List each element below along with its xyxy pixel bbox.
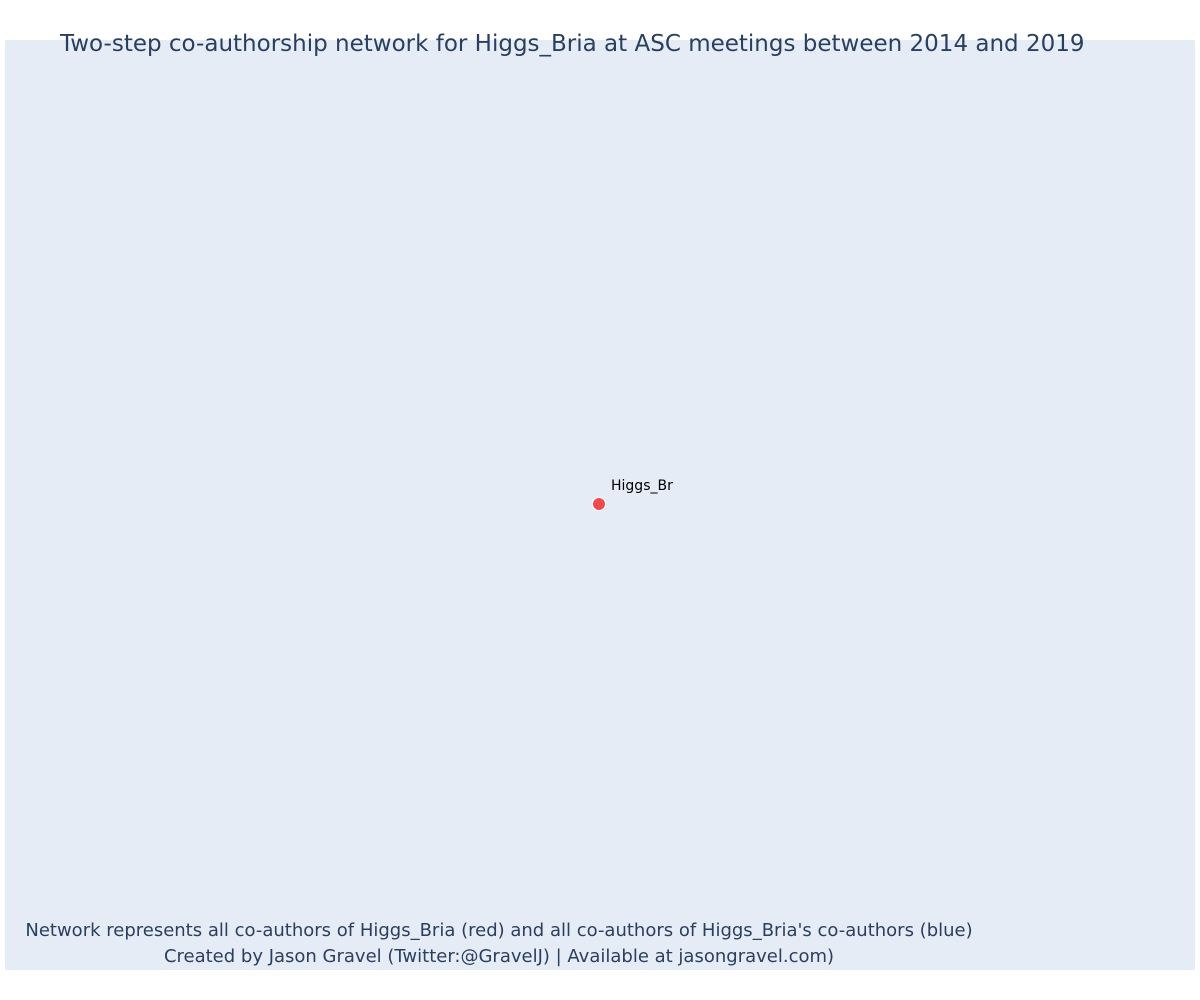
focal-node-label: Higgs_Br [611, 478, 673, 494]
focal-node[interactable] [592, 497, 606, 511]
caption-description: Network represents all co-authors of Hig… [25, 920, 973, 941]
caption-credit: Created by Jason Gravel (Twitter:@Gravel… [163, 946, 835, 967]
chart-title: Two-step co-authorship network for Higgs… [60, 31, 1085, 57]
